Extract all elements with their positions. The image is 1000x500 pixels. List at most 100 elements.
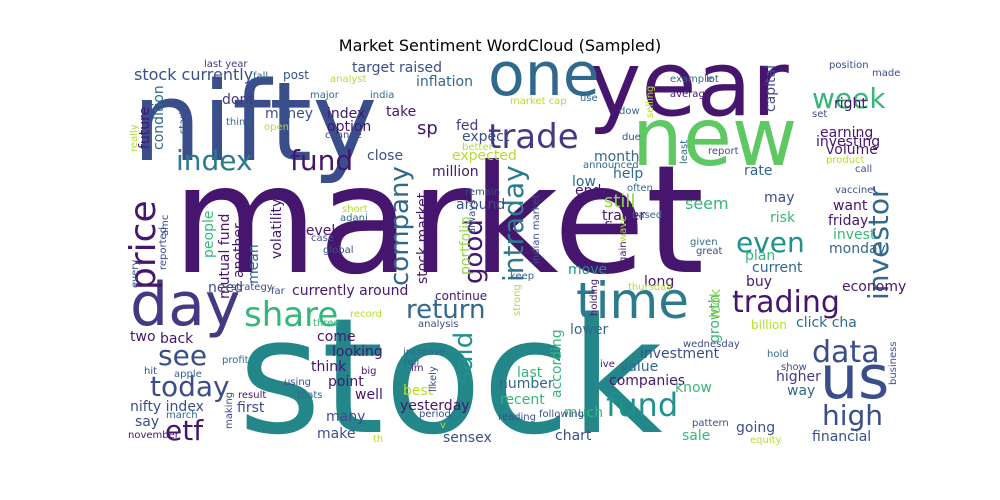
word-v: v [440, 420, 446, 431]
word-period: period [419, 409, 451, 420]
word-reading: reading [498, 412, 536, 423]
word-pattern: pattern [692, 418, 729, 429]
word-great: great [696, 246, 723, 257]
word-equity: equity [750, 435, 782, 446]
word-stock-currently: stock currently [134, 65, 253, 84]
word-condition: condition [151, 85, 167, 150]
word-profit: profit [222, 355, 249, 366]
word-million: million [432, 164, 479, 180]
word-example: example [670, 74, 713, 85]
word-price: price [123, 200, 164, 290]
word-nifty-index: nifty index [130, 399, 204, 415]
word-open: open [264, 122, 289, 133]
word-economy: economy [842, 279, 906, 295]
word-back: back [160, 331, 194, 347]
word-mutual-fund: mutual fund [217, 214, 233, 299]
word-say: say [135, 414, 159, 430]
word-week: week [812, 82, 886, 115]
word-index: index [327, 106, 365, 122]
word-mean: mean [246, 244, 262, 284]
word-investor: investor [862, 186, 895, 300]
word-likely: likely [428, 366, 439, 392]
word-low: low [572, 174, 596, 190]
word-level: level [302, 223, 335, 239]
word-big: big [361, 366, 376, 377]
word-click-cha: click cha [796, 315, 857, 331]
word-people: people [201, 211, 217, 258]
word-find: find [604, 220, 631, 236]
word-using: using [284, 377, 311, 388]
word-billion: billion [751, 318, 787, 332]
word-lot: lot [706, 74, 719, 85]
word-close: close [367, 148, 403, 164]
word-buy: buy [746, 274, 772, 290]
word-business: business [888, 341, 899, 385]
word-short: short [342, 204, 368, 215]
word-current: current [752, 260, 803, 276]
word-financial: financial [812, 429, 871, 445]
word-increase: increase [403, 347, 445, 358]
word-volatility: volatility [269, 199, 285, 259]
word-one: one [488, 40, 600, 110]
word-report: report [708, 146, 739, 157]
word-company: company [385, 166, 415, 286]
word-know: know [675, 380, 712, 396]
word-product: product [826, 155, 865, 166]
word-around: around [456, 197, 505, 213]
word-currently-around: currently around [292, 283, 408, 299]
word-last-year: last year [204, 59, 248, 70]
word-fund: fund [606, 386, 678, 424]
word-record: record [350, 309, 382, 320]
word-another: another [231, 223, 247, 278]
word-many: many [326, 409, 365, 425]
word-rate: rate [744, 163, 772, 179]
word-end: end [575, 183, 601, 199]
word-ive: ive [600, 359, 615, 370]
word-today: today [150, 370, 230, 403]
word-expect: expect [462, 129, 510, 145]
word-november: november [128, 430, 180, 441]
word-making: making [224, 392, 235, 429]
word-long: long [644, 274, 674, 290]
word-higher: higher [776, 369, 821, 385]
word-hold: hold [767, 349, 789, 360]
word-sensex: sensex [443, 430, 492, 446]
word-may: may [764, 190, 795, 206]
word-use: use [580, 93, 598, 104]
word-keep: keep [510, 271, 534, 282]
word-need: need [208, 280, 243, 296]
word-start: start [178, 111, 189, 134]
word-high: high [822, 399, 883, 432]
word-remain: remain [465, 187, 500, 198]
word-given: given [690, 237, 718, 248]
word-three: three [313, 318, 339, 329]
word-selling: selling [645, 86, 656, 118]
word-major: major [310, 90, 340, 101]
word-intraday: intraday [497, 165, 530, 282]
word-fed: fed [456, 118, 478, 134]
word-dow: dow [619, 106, 640, 117]
word-stock-market: stock market [415, 192, 431, 284]
word-expected: expected [452, 148, 517, 164]
word-thing: thing [226, 117, 252, 128]
word-stock: stock [238, 283, 663, 470]
word-really: really [129, 124, 140, 152]
word-sp: sp [417, 118, 438, 139]
word-market: market [172, 134, 704, 308]
word-lower: lower [570, 322, 609, 338]
word-number: number [499, 376, 554, 392]
word-global: global [323, 245, 354, 256]
word-every: every [130, 260, 141, 288]
word-holding: holding [589, 279, 600, 316]
word-hit: hit [144, 366, 157, 377]
word-strong: strong [512, 284, 523, 316]
word-reported: reported [158, 227, 169, 270]
word-gain: gain [618, 241, 629, 263]
word-nifty: nifty [132, 58, 377, 186]
word-share: share [244, 295, 338, 335]
word-case: case [311, 233, 334, 244]
word-often: often [627, 183, 653, 194]
word-trading: trading [732, 285, 840, 320]
word-set: set [812, 109, 827, 120]
